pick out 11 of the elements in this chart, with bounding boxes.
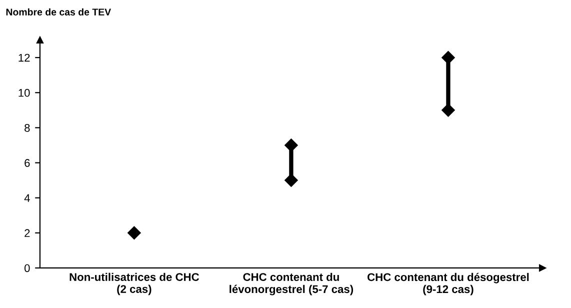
y-axis-title: Nombre de cas de TEV	[6, 8, 111, 16]
y-tick-label: 10	[18, 88, 30, 97]
y-tick-label: 12	[18, 54, 30, 62]
x-tick-label: Non-utilisatrices de CHC (2 cas)	[70, 272, 200, 296]
y-tick-label: 0	[24, 264, 30, 272]
y-tick-label: 2	[24, 229, 30, 237]
y-tick-label: 4	[24, 194, 30, 202]
y-tick-label: 8	[24, 124, 30, 132]
y-tick-label: 6	[24, 159, 30, 167]
x-tick-label: CHC contenant du désogestrel (9-12 cas)	[368, 272, 529, 296]
x-tick-label: CHC contenant du lévonorgestrel (5-7 cas)	[230, 272, 354, 296]
